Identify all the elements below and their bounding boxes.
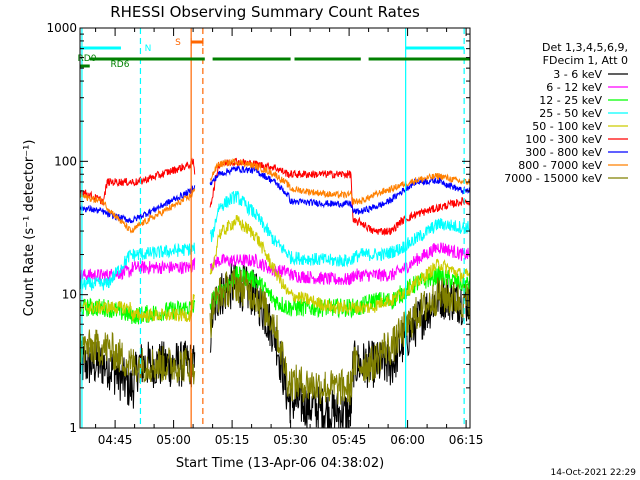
x-tick-label: 05:30 bbox=[273, 433, 308, 447]
legend-header-line-1: FDecim 1, Att 0 bbox=[543, 54, 628, 67]
x-tick-label: 05:00 bbox=[156, 433, 191, 447]
x-tick-label: 05:45 bbox=[332, 433, 367, 447]
legend-label-100-300-kev: 100 - 300 keV bbox=[525, 133, 602, 146]
x-tick-label: 06:15 bbox=[449, 433, 484, 447]
chart-title: RHESSI Observing Summary Count Rates bbox=[110, 3, 420, 21]
data-traces bbox=[79, 157, 471, 429]
legend-label-300-800-kev: 300 - 800 keV bbox=[525, 146, 602, 159]
series-25-50-kev-trace bbox=[79, 190, 471, 291]
x-tick-label: 04:45 bbox=[98, 433, 133, 447]
legend-label-12-25-kev: 12 - 25 keV bbox=[539, 94, 602, 107]
flag-n-label: N bbox=[145, 44, 152, 54]
mode-flag-bars: RD0 RD6 N S bbox=[78, 38, 470, 70]
plot-frame bbox=[79, 27, 471, 429]
legend-header-line-0: Det 1,3,4,5,6,9, bbox=[542, 41, 628, 54]
flag-s-label: S bbox=[175, 38, 181, 48]
y-tick-label: 100 bbox=[54, 154, 77, 168]
legend-label-7000-15000-kev: 7000 - 15000 keV bbox=[504, 172, 602, 185]
x-axis-label: Start Time (13-Apr-06 04:38:02) bbox=[176, 456, 384, 471]
legend: Det 1,3,4,5,6,9,FDecim 1, Att 03 - 6 keV… bbox=[504, 41, 628, 185]
series-50-100-kev-trace bbox=[79, 215, 471, 323]
flag-rd6-label: RD6 bbox=[111, 60, 130, 70]
y-tick-label: 1000 bbox=[46, 21, 77, 35]
mode-boundary-lines bbox=[81, 28, 465, 428]
y-tick-label: 1 bbox=[69, 421, 77, 435]
y-axis-label: Count Rate (s⁻¹ detector⁻¹) bbox=[22, 140, 37, 317]
series-800-7000-kev-trace bbox=[79, 158, 471, 234]
render-timestamp: 14-Oct-2021 22:29 bbox=[551, 468, 637, 478]
legend-label-3-6-kev: 3 - 6 keV bbox=[553, 68, 602, 81]
legend-label-50-100-kev: 50 - 100 keV bbox=[532, 120, 602, 133]
legend-label-25-50-kev: 25 - 50 keV bbox=[539, 107, 602, 120]
y-tick-label: 10 bbox=[62, 288, 77, 302]
flag-rd0-label: RD0 bbox=[78, 54, 97, 64]
legend-label-800-7000-kev: 800 - 7000 keV bbox=[518, 159, 602, 172]
x-tick-label: 06:00 bbox=[390, 433, 425, 447]
x-tick-label: 05:15 bbox=[215, 433, 250, 447]
series-7000-15000-kev-trace bbox=[79, 268, 471, 406]
axes: 04:45 05:00 05:15 05:30 05:45 06:00 06:15 1 10 10… bbox=[46, 21, 483, 447]
legend-label-6-12-kev: 6 - 12 keV bbox=[546, 81, 602, 94]
series-6-12-kev-trace bbox=[79, 242, 471, 286]
